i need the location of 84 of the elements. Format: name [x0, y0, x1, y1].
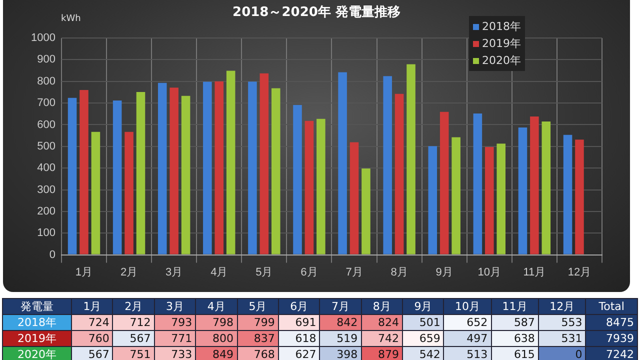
category-label: 10月	[455, 300, 480, 313]
y-tick-label: 1000	[30, 32, 56, 44]
x-tick-label: 2月	[120, 266, 138, 278]
category-label: 12月	[550, 300, 575, 313]
data-label: 751	[112, 346, 154, 360]
text: 発電量	[2, 298, 72, 314]
data-label: 615	[491, 346, 538, 360]
y-tick-label: 700	[37, 97, 56, 110]
data-label: 800	[196, 330, 237, 346]
data-label: 842	[320, 314, 362, 330]
data-label: 733	[154, 346, 196, 360]
category-label: 1月	[83, 300, 102, 313]
x-tick-label: 12月	[568, 266, 592, 278]
data-label: 513	[444, 346, 492, 360]
legend-label: 2018年	[482, 19, 521, 34]
x-tick-label: 9月	[436, 266, 453, 278]
data-label: 768	[237, 346, 278, 360]
x-tick-label: 8月	[390, 266, 408, 278]
category-label: 4月	[207, 300, 226, 313]
data-label: 542	[402, 346, 444, 360]
y-tick-label: 900	[37, 54, 56, 66]
data-label: 638	[491, 330, 538, 346]
data-label: 652	[444, 314, 492, 330]
text: 7242	[586, 346, 638, 360]
category-label: 5月	[248, 300, 267, 313]
category-label: 11月	[502, 300, 528, 313]
x-tick-label: 4月	[210, 266, 228, 278]
category-label: 7月	[331, 300, 350, 313]
x-tick-label: 10月	[478, 266, 502, 278]
x-tick-label: 11月	[523, 266, 546, 278]
data-label: 497	[444, 330, 492, 346]
y-tick-label: 400	[37, 162, 56, 174]
data-label: 793	[154, 314, 196, 330]
category-label: 9月	[414, 300, 432, 313]
x-tick-label: 5月	[256, 266, 273, 278]
data-label: 531	[538, 330, 586, 346]
text: 2019年	[18, 332, 56, 345]
data-label: 398	[320, 346, 362, 360]
x-tick-label: 6月	[300, 266, 318, 278]
data-label: 691	[278, 314, 320, 330]
text: 8475	[586, 314, 638, 330]
y-axis-title: kWh	[61, 14, 81, 24]
text: Total	[586, 298, 638, 314]
text: 7939	[586, 330, 638, 346]
data-label: 799	[237, 314, 278, 330]
data-label: 798	[196, 314, 237, 330]
data-label: 618	[278, 330, 320, 346]
data-label: 742	[361, 330, 402, 346]
legend-label: 2019年	[482, 36, 521, 51]
category-label: 8月	[372, 300, 391, 313]
x-tick-label: 3月	[166, 266, 183, 278]
data-label: 553	[538, 314, 586, 330]
y-tick-label: 500	[37, 140, 56, 152]
data-label: 627	[278, 346, 320, 360]
data-label: 712	[112, 314, 154, 330]
category-label: 2月	[124, 300, 143, 313]
data-label: 879	[361, 346, 402, 360]
y-tick-label: 300	[37, 184, 56, 196]
x-tick-label: 7月	[346, 266, 363, 278]
data-label: 771	[154, 330, 196, 346]
data-label: 567	[112, 330, 154, 346]
text: 2018年	[18, 316, 56, 329]
data-label: 837	[237, 330, 278, 346]
y-tick-label: 200	[37, 205, 56, 218]
y-tick-label: 0	[49, 248, 56, 261]
y-tick-label: 800	[37, 75, 56, 88]
data-label: 519	[320, 330, 362, 346]
category-label: 6月	[290, 300, 308, 313]
y-tick-label: 600	[37, 118, 56, 131]
data-label: 724	[72, 314, 113, 330]
data-label: 659	[402, 330, 444, 346]
data-label: 824	[361, 314, 402, 330]
y-tick-label: 100	[37, 227, 56, 240]
legend-label: 2020年	[482, 53, 521, 68]
data-label: 501	[402, 314, 444, 330]
data-label: 0	[538, 346, 586, 360]
data-label: 760	[72, 330, 113, 346]
chart-title: 2018～2020年 発電量推移	[232, 5, 400, 20]
category-label: 3月	[166, 300, 184, 313]
x-tick-label: 1月	[75, 266, 93, 278]
text: 2020年	[18, 348, 56, 360]
data-label: 567	[72, 346, 113, 360]
data-label: 849	[196, 346, 237, 360]
data-label: 587	[491, 314, 538, 330]
